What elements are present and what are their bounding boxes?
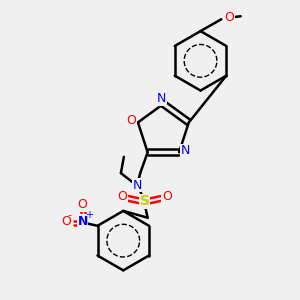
Text: N: N — [77, 215, 88, 228]
Text: O: O — [61, 215, 71, 228]
Text: N: N — [157, 92, 167, 105]
Text: O: O — [162, 190, 172, 203]
Text: O: O — [78, 199, 88, 212]
Text: +: + — [85, 210, 94, 220]
Text: N: N — [133, 178, 142, 191]
Text: -: - — [67, 210, 71, 220]
Text: N: N — [181, 144, 190, 157]
Text: O: O — [127, 114, 136, 128]
Text: O: O — [118, 190, 127, 203]
Text: S: S — [140, 194, 150, 208]
Text: O: O — [224, 11, 234, 24]
